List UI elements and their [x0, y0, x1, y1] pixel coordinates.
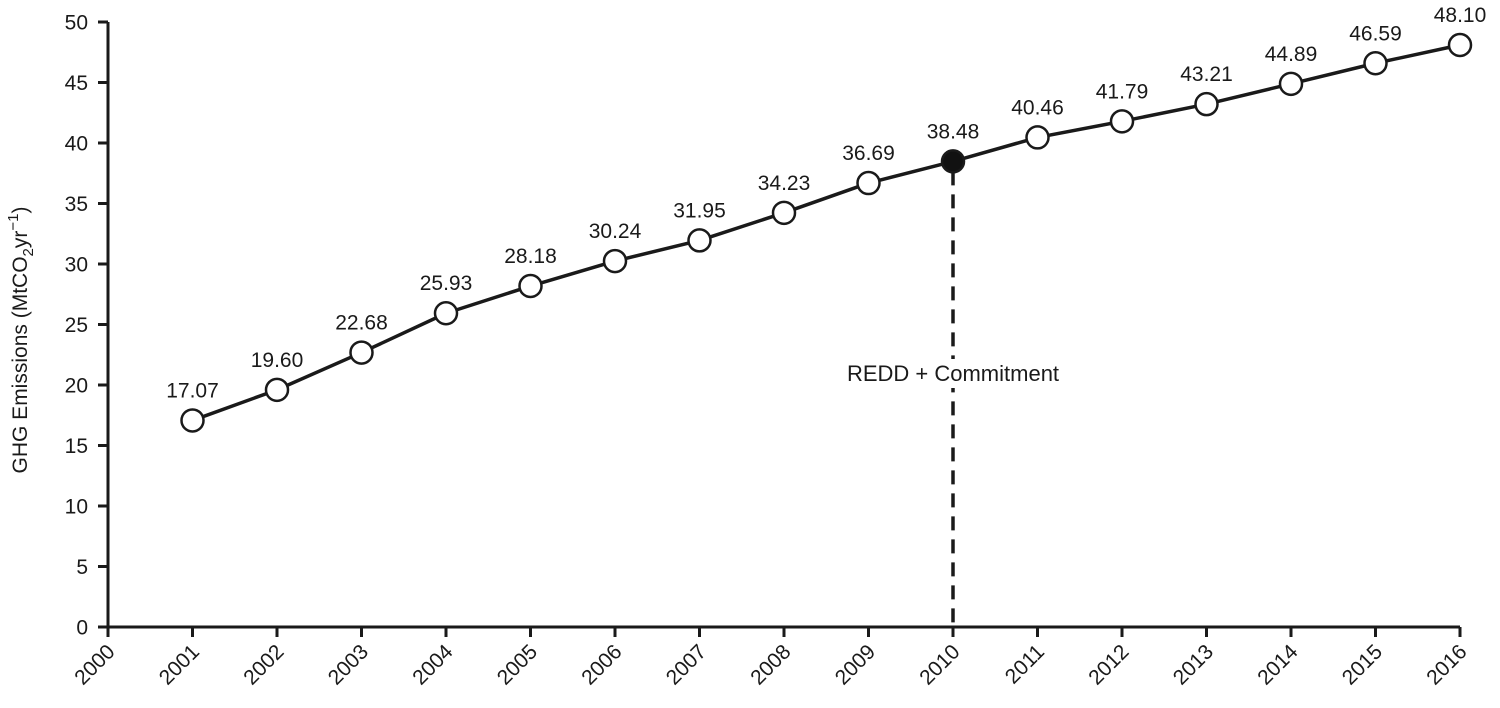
- x-tick-label: 2014: [1253, 640, 1303, 690]
- x-tick-label: 2004: [408, 640, 458, 690]
- data-point: [687, 228, 712, 253]
- y-tick-label: 5: [76, 556, 88, 579]
- data-point: [349, 340, 374, 365]
- series-layer: [180, 32, 1473, 433]
- x-tick-label: 2009: [831, 640, 880, 689]
- data-label: 19.60: [251, 349, 304, 372]
- data-point: [1363, 51, 1388, 76]
- y-tick-label: 10: [65, 496, 88, 519]
- data-point: [1194, 91, 1219, 117]
- data-label: 40.46: [1011, 96, 1064, 119]
- x-tick-label: 2002: [239, 640, 288, 689]
- data-label: 30.24: [589, 220, 642, 243]
- data-point-highlighted: [940, 149, 966, 174]
- y-tick-label: 15: [65, 435, 88, 458]
- x-tick-label: 2010: [915, 640, 964, 689]
- data-label: 31.95: [673, 199, 726, 222]
- x-tick-label: 2015: [1338, 640, 1387, 689]
- x-tick-label: 2011: [1001, 640, 1049, 688]
- y-tick-label: 40: [65, 133, 88, 156]
- redd-commitment-label: REDD + Commitment: [847, 361, 1059, 386]
- y-tick-label: 25: [65, 314, 88, 337]
- x-tick-label: 2000: [70, 640, 119, 689]
- x-tick-label: 2007: [662, 640, 711, 689]
- data-point: [856, 170, 881, 196]
- data-point: [518, 273, 543, 299]
- data-point: [180, 408, 205, 433]
- x-tick-label: 2008: [746, 640, 795, 689]
- x-tick-label: 2013: [1169, 640, 1218, 689]
- data-point: [1447, 32, 1473, 58]
- data-label: 28.18: [504, 245, 557, 268]
- y-tick-label: 30: [65, 254, 88, 277]
- data-label: 38.48: [927, 120, 980, 143]
- data-label: 44.89: [1265, 43, 1318, 66]
- x-tick-label: 2012: [1084, 640, 1133, 689]
- x-tick-label: 2006: [577, 640, 626, 689]
- data-point: [1025, 125, 1050, 150]
- x-tick-label: 2003: [324, 640, 373, 689]
- redd-commitment-label-bg: [842, 359, 1064, 388]
- data-point: [433, 300, 459, 326]
- data-label: 43.21: [1180, 63, 1233, 86]
- data-label: 17.07: [166, 379, 219, 402]
- data-label: 36.69: [842, 142, 895, 165]
- y-tick-label: 0: [76, 617, 88, 640]
- emissions-series-line: [191, 43, 1461, 423]
- data-point: [771, 200, 797, 226]
- y-tick-label: 35: [65, 193, 88, 216]
- data-label: 34.23: [758, 172, 811, 195]
- data-label: 48.10: [1434, 4, 1487, 27]
- data-label: 41.79: [1096, 80, 1149, 103]
- data-point: [1109, 109, 1135, 134]
- data-label: 22.68: [335, 312, 388, 335]
- y-tick-label: 50: [65, 12, 88, 35]
- data-point: [602, 248, 628, 274]
- y-tick-label: 45: [65, 72, 88, 95]
- x-tick-label: 2016: [1422, 640, 1471, 689]
- y-axis-label: GHG Emissions (MtCO2yr−1): [5, 207, 37, 474]
- annotation-layer: REDD + Commitment: [842, 171, 1064, 627]
- data-point: [1278, 71, 1304, 97]
- x-tick-label: 2005: [493, 640, 542, 689]
- data-label: 46.59: [1349, 22, 1402, 45]
- data-point: [264, 377, 290, 403]
- data-label: 25.93: [420, 272, 473, 295]
- data-labels-layer: 17.07 19.60 22.68 25.93 28.18 30.24 31.95 34.23…: [166, 4, 1486, 402]
- x-tick-label: 2001: [155, 640, 204, 689]
- y-tick-label: 20: [65, 375, 88, 398]
